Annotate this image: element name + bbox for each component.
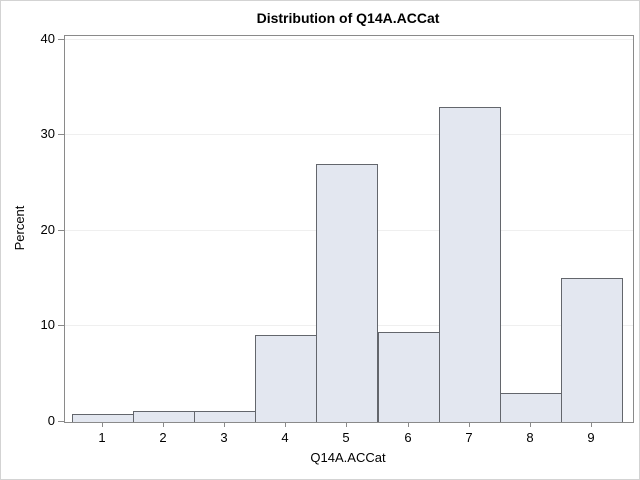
x-tick-mark bbox=[408, 422, 409, 427]
bar-9 bbox=[561, 278, 623, 422]
x-tick-label: 6 bbox=[404, 430, 412, 445]
x-tick-label: 7 bbox=[465, 430, 473, 445]
y-tick-mark bbox=[58, 325, 64, 326]
x-tick-label: 9 bbox=[587, 430, 595, 445]
x-tick-mark bbox=[285, 422, 286, 427]
x-tick-mark bbox=[224, 422, 225, 427]
y-tick-label: 30 bbox=[40, 126, 55, 141]
y-tick-mark bbox=[58, 39, 64, 40]
gridline bbox=[65, 134, 633, 135]
x-axis-label: Q14A.ACCat bbox=[310, 450, 386, 465]
y-tick-mark bbox=[58, 134, 64, 135]
chart-title: Distribution of Q14A.ACCat bbox=[256, 10, 440, 26]
y-tick-label: 0 bbox=[47, 413, 55, 428]
y-tick-label: 40 bbox=[40, 31, 55, 46]
y-tick-label: 20 bbox=[40, 222, 55, 237]
bar-3 bbox=[194, 411, 256, 422]
gridline bbox=[65, 39, 633, 40]
x-tick-mark bbox=[163, 422, 164, 427]
x-tick-label: 3 bbox=[220, 430, 228, 445]
x-tick-mark bbox=[346, 422, 347, 427]
bar-4 bbox=[255, 335, 317, 422]
bar-8 bbox=[500, 393, 562, 422]
x-tick-label: 4 bbox=[281, 430, 289, 445]
bar-2 bbox=[133, 411, 195, 422]
bar-5 bbox=[316, 164, 378, 422]
x-tick-label: 5 bbox=[342, 430, 350, 445]
x-tick-mark bbox=[102, 422, 103, 427]
x-tick-mark bbox=[591, 422, 592, 427]
y-tick-mark bbox=[58, 230, 64, 231]
y-tick-label: 10 bbox=[40, 317, 55, 332]
x-tick-label: 2 bbox=[159, 430, 167, 445]
x-tick-label: 1 bbox=[98, 430, 106, 445]
x-tick-label: 8 bbox=[526, 430, 534, 445]
bar-6 bbox=[378, 332, 440, 422]
bar-1 bbox=[72, 414, 134, 422]
y-tick-mark bbox=[58, 421, 64, 422]
bar-7 bbox=[439, 107, 501, 422]
plot-area bbox=[64, 35, 634, 423]
x-tick-mark bbox=[469, 422, 470, 427]
x-tick-mark bbox=[530, 422, 531, 427]
